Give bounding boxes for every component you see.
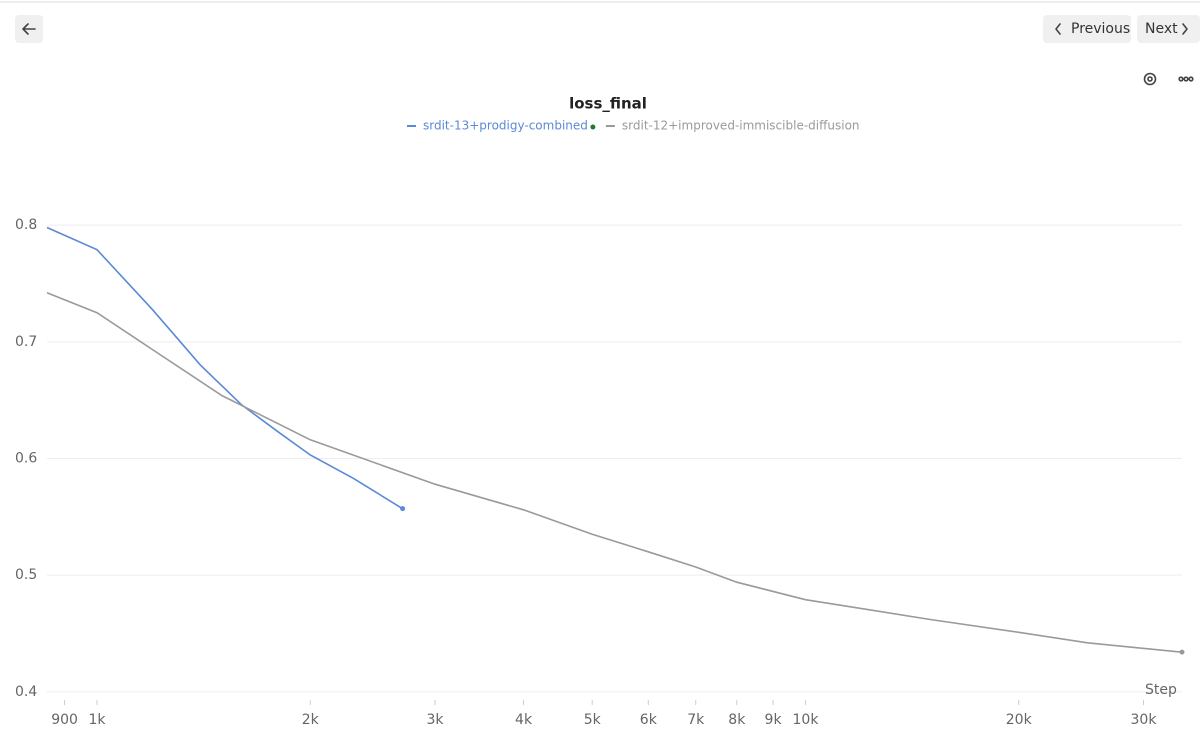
x-tick-label: 1k <box>88 712 106 728</box>
back-button[interactable] <box>15 15 43 43</box>
x-tick-label: 7k <box>687 712 705 728</box>
series-line <box>46 292 1183 653</box>
x-axis-label: Step <box>1145 682 1177 698</box>
x-tick-label: 20k <box>1006 712 1033 728</box>
next-label[interactable]: Next <box>1145 21 1178 37</box>
next-button[interactable]: Next <box>1137 15 1200 43</box>
more-dot[interactable] <box>1188 76 1194 82</box>
x-tick-label: 30k <box>1131 712 1158 728</box>
previous-chevron[interactable] <box>1055 23 1061 35</box>
previous-button-bg[interactable] <box>1043 15 1131 43</box>
settings-icon[interactable] <box>1143 72 1157 86</box>
previous-label[interactable]: Previous <box>1071 21 1130 37</box>
x-tick-label: 4k <box>515 712 533 728</box>
plot: 0.4 0.5 0.6 0.7 0.8 900 1k 2k 3k 4k 5k 6k 7k 8k 9k 10k 2… <box>15 119 1185 728</box>
x-tick-label: 9k <box>765 712 783 728</box>
more-icon[interactable] <box>1178 76 1194 82</box>
settings-center[interactable] <box>1147 76 1153 82</box>
y-tick-label: 0.6 <box>15 451 37 467</box>
series-end-dot <box>400 506 406 512</box>
back-arrow[interactable] <box>22 23 36 35</box>
x-tick-label: 8k <box>728 712 746 728</box>
x-tick-label: 10k <box>793 712 820 728</box>
legend-label: srdit-13+prodigy-combined <box>423 119 588 133</box>
y-tick-label: 0.7 <box>15 334 37 350</box>
more-dot[interactable] <box>1178 76 1184 82</box>
chart-title: loss_final <box>569 95 647 113</box>
x-tick-label: 5k <box>584 712 602 728</box>
more-dot[interactable] <box>1183 76 1189 82</box>
x-tick-label: 3k <box>427 712 445 728</box>
x-tick-label: 900 <box>51 712 78 728</box>
y-tick-label: 0.8 <box>15 217 37 233</box>
settings-gear[interactable] <box>1143 72 1157 86</box>
series-end-dot <box>1179 649 1185 655</box>
x-tick-label: 6k <box>640 712 658 728</box>
legend-status-dot <box>590 124 596 130</box>
x-tick-label: 2k <box>302 712 320 728</box>
legend-label: srdit-12+improved-immiscible-diffusion <box>622 119 860 133</box>
next-button-bg[interactable] <box>1137 15 1200 43</box>
previous-button[interactable]: Previous <box>1043 15 1131 43</box>
y-tick-label: 0.4 <box>15 684 37 700</box>
y-tick-label: 0.5 <box>15 567 37 583</box>
next-chevron[interactable] <box>1182 23 1188 35</box>
series-line <box>46 226 404 510</box>
